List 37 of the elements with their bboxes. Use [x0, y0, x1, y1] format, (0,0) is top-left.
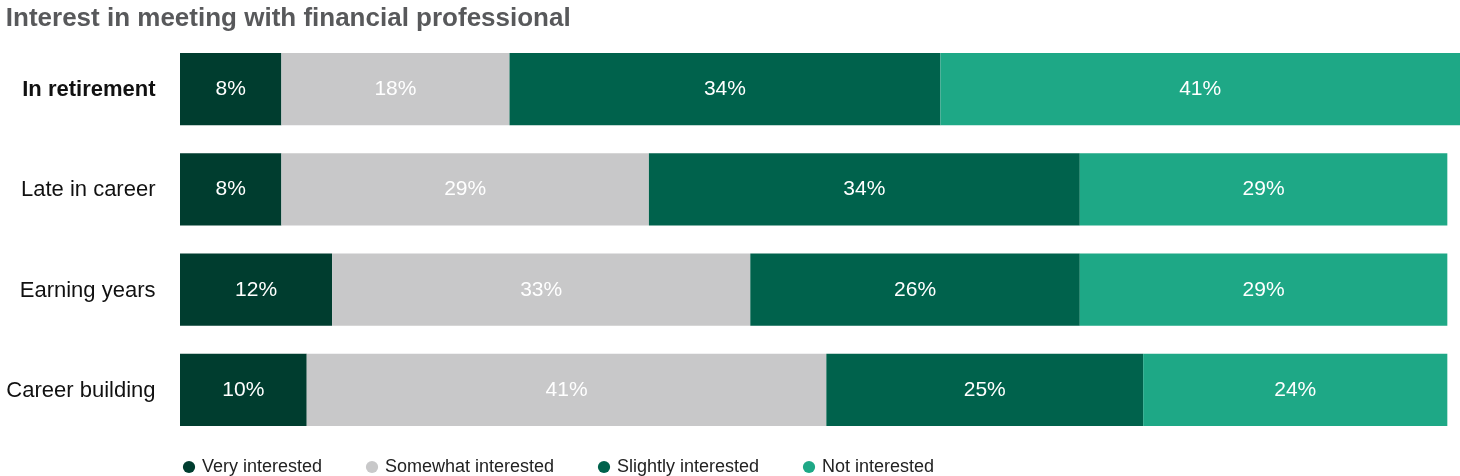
data-label: 8% — [215, 176, 246, 200]
bar — [826, 353, 1144, 426]
bar — [509, 53, 941, 126]
bar — [180, 153, 282, 226]
bar — [940, 53, 1460, 126]
data-label: 26% — [894, 276, 937, 300]
data-label: 29% — [1242, 276, 1285, 300]
data-label: 41% — [1179, 76, 1222, 100]
bar — [180, 353, 307, 426]
data-label: 12% — [235, 276, 278, 300]
data-label: 24% — [1274, 376, 1317, 400]
bar — [1079, 253, 1448, 326]
bar — [306, 353, 827, 426]
bar — [648, 153, 1080, 226]
data-label: 10% — [222, 376, 265, 400]
y-tick-label: In retirement — [22, 76, 157, 102]
data-label: 34% — [703, 76, 746, 100]
bar — [180, 53, 282, 126]
bar — [332, 253, 751, 326]
bar — [281, 153, 649, 226]
bar — [281, 53, 510, 126]
y-tick-label: Late in career — [20, 176, 156, 202]
chart-title: Interest in meeting with financial professional — [5, 2, 571, 32]
legend-label: Slightly interested — [617, 456, 760, 476]
legend-label: Very interested — [202, 456, 323, 476]
bar — [1143, 353, 1448, 426]
legend-label: Not interested — [822, 456, 935, 476]
data-label: 29% — [1242, 176, 1285, 200]
data-label: 34% — [843, 176, 886, 200]
y-tick-label: Earning years — [19, 276, 156, 302]
bar — [180, 253, 333, 326]
legend-label: Somewhat interested — [385, 456, 555, 476]
data-label: 25% — [963, 376, 1006, 400]
bar — [1079, 153, 1448, 226]
y-tick-label: Career building — [6, 376, 156, 402]
data-label: 8% — [215, 76, 246, 100]
bar — [750, 253, 1080, 326]
